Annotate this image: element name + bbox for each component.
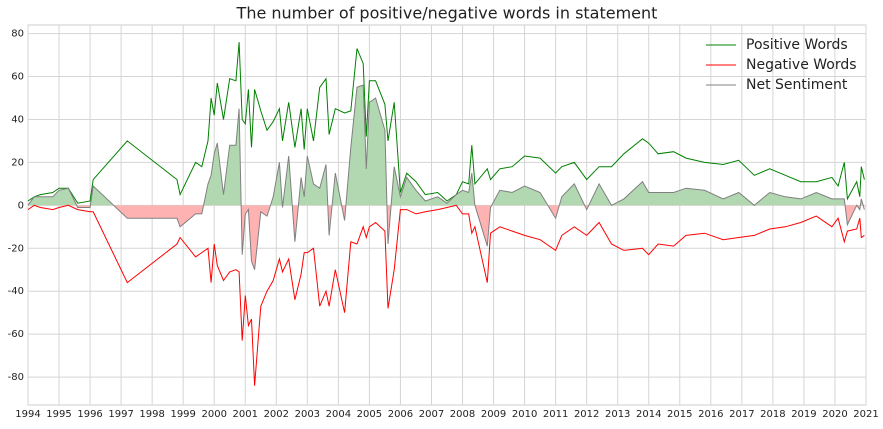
chart-title: The number of positive/negative words in… (236, 4, 658, 23)
x-tick-label: 2001 (233, 409, 258, 420)
y-tick-label: -80 (8, 372, 24, 383)
x-tick-label: 2018 (760, 409, 785, 420)
x-tick-label: 2021 (853, 409, 878, 420)
x-tick-label: 2009 (481, 409, 506, 420)
legend-label: Net Sentiment (746, 77, 848, 93)
x-tick-label: 2006 (388, 409, 413, 420)
x-tick-label: 2003 (295, 409, 320, 420)
x-tick-label: 2010 (512, 409, 537, 420)
x-tick-label: 2014 (636, 409, 661, 420)
y-tick-label: 60 (11, 72, 24, 83)
x-tick-label: 1998 (139, 409, 164, 420)
y-tick-label: -40 (8, 286, 24, 297)
x-tick-label: 2013 (605, 409, 630, 420)
x-tick-label: 1997 (108, 409, 133, 420)
series-line (27, 42, 865, 204)
x-tick-label: 2012 (574, 409, 599, 420)
x-tick-label: 2020 (822, 409, 847, 420)
x-tick-label: 2007 (419, 409, 444, 420)
x-tick-label: 1994 (15, 409, 40, 420)
x-tick-label: 2005 (357, 409, 382, 420)
y-tick-label: 80 (11, 29, 24, 40)
legend-label: Positive Words (746, 37, 848, 53)
x-tick-label: 2015 (667, 409, 692, 420)
y-tick-label: -20 (8, 243, 24, 254)
y-tick-label: 40 (11, 114, 24, 125)
x-tick-label: 2002 (264, 409, 289, 420)
y-tick-label: 0 (18, 200, 24, 211)
series-line (27, 204, 865, 386)
x-tick-label: 2017 (729, 409, 754, 420)
x-tick-label: 2016 (698, 409, 723, 420)
x-tick-label: 2004 (326, 409, 351, 420)
x-tick-label: 1996 (77, 409, 102, 420)
legend-label: Negative Words (746, 57, 857, 73)
series-line (27, 84, 865, 270)
x-tick-label: 2011 (543, 409, 568, 420)
x-tick-label: 2019 (791, 409, 816, 420)
x-tick-label: 1995 (46, 409, 71, 420)
x-tick-label: 2008 (450, 409, 475, 420)
x-tick-label: 2000 (201, 409, 226, 420)
x-tick-label: 1999 (170, 409, 195, 420)
y-tick-label: 20 (11, 157, 24, 168)
y-tick-label: -60 (8, 329, 24, 340)
area-positive (28, 85, 864, 206)
